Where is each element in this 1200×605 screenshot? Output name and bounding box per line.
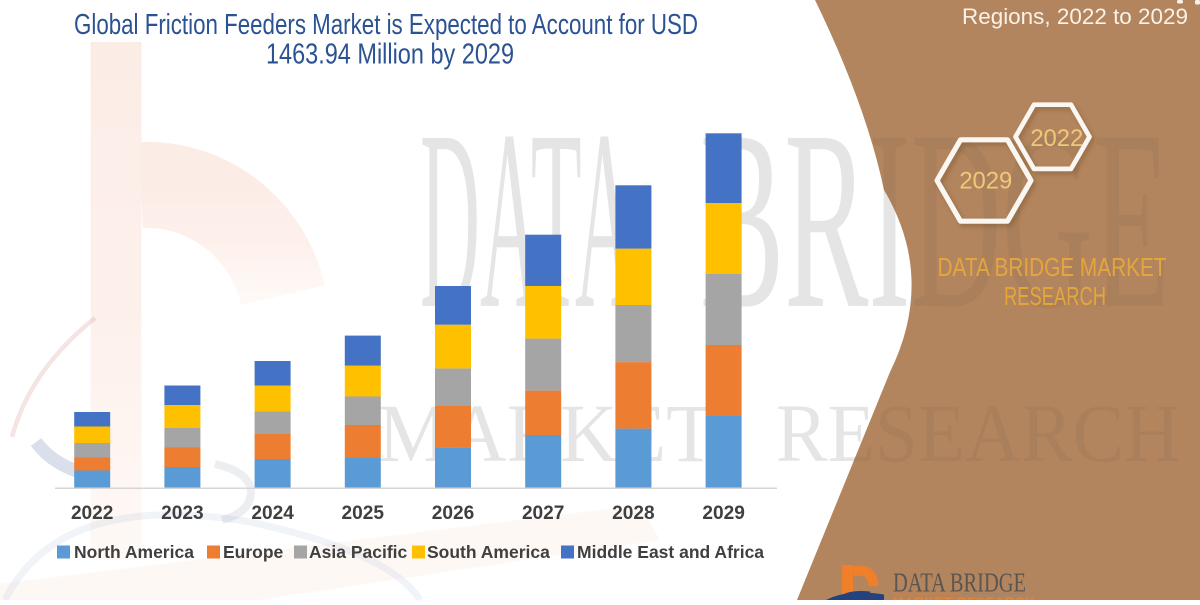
svg-text:2029: 2029 <box>702 502 745 524</box>
svg-text:RESEARCH: RESEARCH <box>1004 283 1106 311</box>
svg-text:2022: 2022 <box>71 502 114 524</box>
svg-text:Regions, 2022 to 2029: Regions, 2022 to 2029 <box>962 4 1188 29</box>
svg-text:Middle East and Africa: Middle East and Africa <box>577 542 764 562</box>
svg-text:MARKET RESEARCH: MARKET RESEARCH <box>893 596 1035 601</box>
svg-text:2026: 2026 <box>432 502 475 524</box>
svg-text:Asia Pacific: Asia Pacific <box>309 542 408 562</box>
svg-text:2027: 2027 <box>522 502 565 524</box>
svg-text:2024: 2024 <box>251 502 294 524</box>
svg-text:South America: South America <box>427 542 550 562</box>
svg-text:North America: North America <box>74 542 194 562</box>
svg-text:2028: 2028 <box>612 502 655 524</box>
svg-text:DATA BRIDGE: DATA BRIDGE <box>893 567 1026 598</box>
svg-text:Europe: Europe <box>223 542 284 562</box>
svg-text:2029: 2029 <box>959 168 1012 195</box>
svg-text:2025: 2025 <box>342 502 385 524</box>
svg-text:1463.94 Million by 2029: 1463.94 Million by 2029 <box>266 39 514 71</box>
svg-text:Global Friction Feeders Market: Global Friction Feeders Market is Expect… <box>74 9 698 41</box>
svg-text:2023: 2023 <box>161 502 204 524</box>
svg-text:DATA BRIDGE MARKET: DATA BRIDGE MARKET <box>938 254 1167 282</box>
svg-text:2022: 2022 <box>1030 125 1083 152</box>
